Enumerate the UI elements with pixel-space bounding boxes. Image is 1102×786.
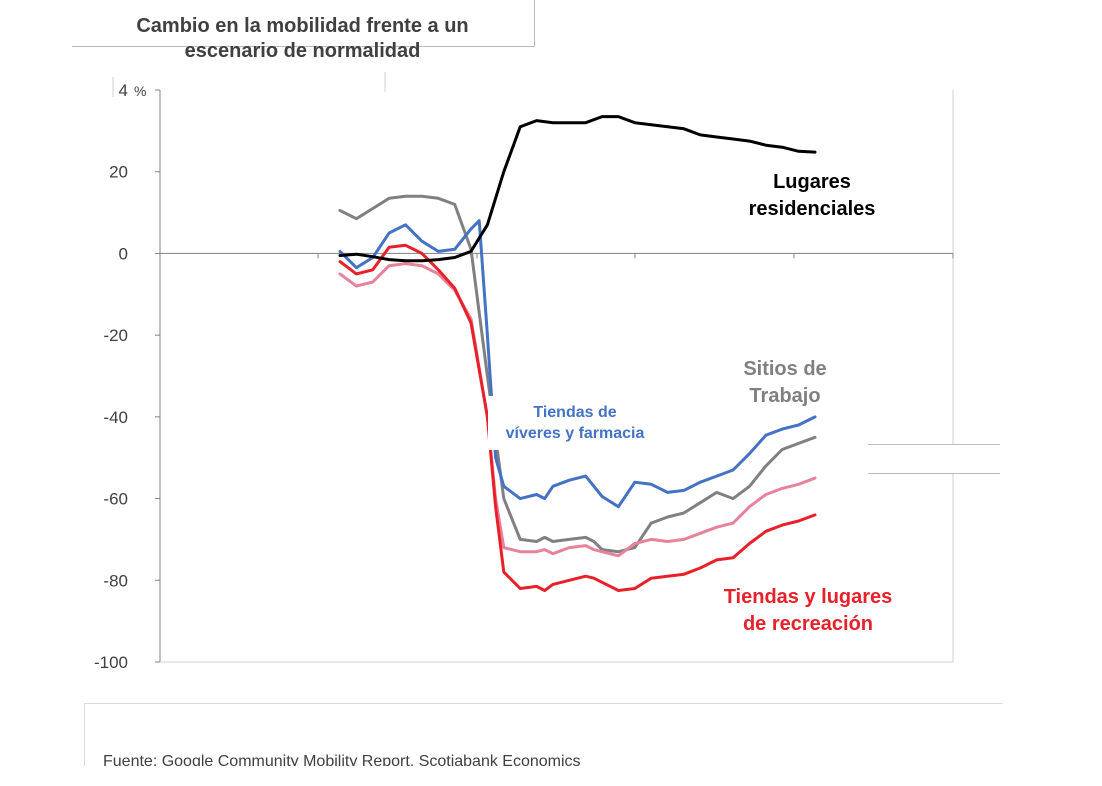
y-tick-label: -100	[94, 653, 128, 672]
y-tick-label: 20	[109, 163, 128, 182]
series-label: Tiendas de	[533, 404, 616, 421]
y-tick-label: -60	[103, 490, 128, 509]
series-line-3	[338, 262, 817, 558]
parques-label-frame	[868, 444, 1000, 474]
source-frame: Fuente: Google Community Mobility Report…	[84, 703, 1003, 766]
series-label: residenciales	[749, 198, 876, 220]
series-labels: Lugares residenciales Sitios de Trabajo Tien…	[488, 171, 964, 635]
y-tick-label: -20	[103, 326, 128, 345]
series-lines	[338, 115, 817, 592]
series-line-0	[338, 115, 817, 263]
y-tick-label: 4	[119, 81, 128, 100]
source-note: Fuente: Google Community Mobility Report…	[103, 753, 581, 766]
series-label: víveres y farmacia	[506, 425, 645, 442]
y-axis-unit: %	[134, 83, 146, 99]
series-label: de recreación	[743, 613, 873, 635]
axes: -100 -80 -60 -40 -20 0 20 4%	[94, 72, 954, 672]
series-label: Tiendas y lugares	[724, 586, 893, 608]
series-line-2	[338, 219, 817, 509]
series-label: Trabajo	[749, 385, 820, 407]
y-tick-label: -40	[103, 408, 128, 427]
series-label: Lugares	[773, 171, 851, 193]
y-tick-label: 0	[119, 244, 128, 263]
y-tick-label: -80	[103, 571, 128, 590]
grocery-label-bg	[488, 396, 660, 450]
series-line-4	[338, 243, 817, 592]
title-frame	[72, 0, 535, 47]
series-label: Sitios de	[743, 358, 826, 380]
series-line-1	[338, 194, 817, 554]
chart-title: Cambio en la mobilidad frente a un escen…	[136, 15, 469, 62]
